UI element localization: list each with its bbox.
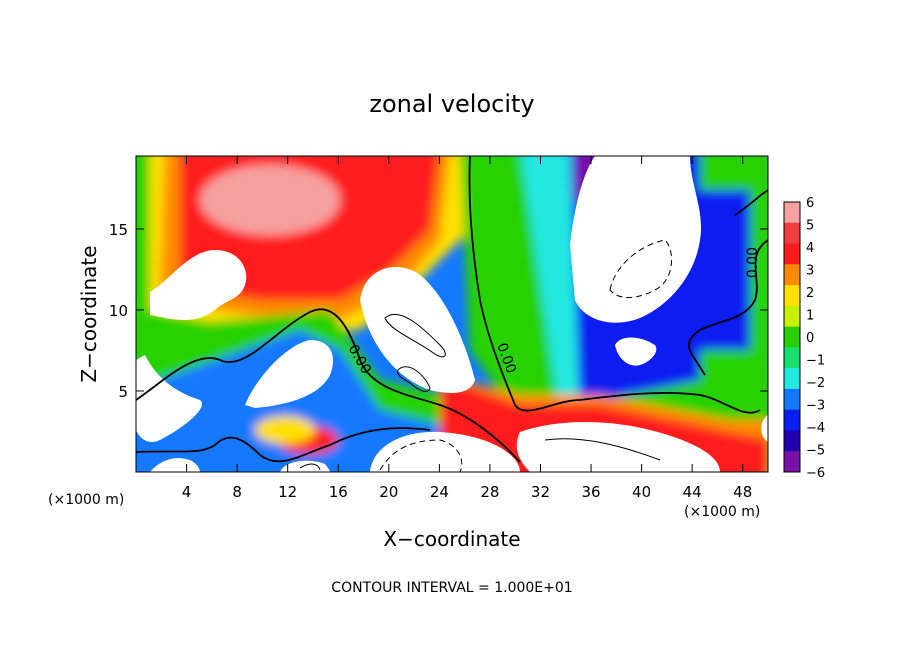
y-tick-label: 5 xyxy=(118,383,128,401)
contour-zero-center xyxy=(468,156,761,414)
colorbar-tick-label: −5 xyxy=(806,444,825,459)
colorbar-tick-label: 6 xyxy=(806,196,814,211)
x-tick-label: 4 xyxy=(182,483,192,501)
contour-positive-center-2 xyxy=(397,366,431,392)
white-regions xyxy=(136,156,768,472)
field-blue-right-edge xyxy=(700,190,750,350)
contour-zero-right xyxy=(688,239,768,376)
colorbar-swatch xyxy=(784,243,800,265)
y-axis-ticks: 5 10 15 xyxy=(109,221,768,401)
colorbar-tick-label: −1 xyxy=(806,354,825,369)
colorbar-swatch xyxy=(784,326,800,348)
x-tick-label: 40 xyxy=(632,483,651,501)
contour-zero-upper-right xyxy=(734,189,768,216)
colorbar-tick-label: −6 xyxy=(806,466,825,481)
x-unit-left: (×1000 m) xyxy=(48,492,124,508)
colorbar-tick-label: 0 xyxy=(806,331,814,346)
y-tick-label: 10 xyxy=(109,302,128,320)
colorbar-tick-label: 1 xyxy=(806,309,814,324)
contour-bottom-small xyxy=(299,463,321,471)
contour-lines xyxy=(136,156,768,472)
colorbar-tick-label: −2 xyxy=(806,376,825,391)
x-tick-label: 16 xyxy=(329,483,348,501)
white-region-left-mid xyxy=(245,340,334,408)
x-axis-ticks: 4 8 12 16 20 24 28 32 36 40 44 48 xyxy=(182,156,752,501)
x-tick-label: 44 xyxy=(683,483,702,501)
contour-label: 0.00 xyxy=(745,247,761,278)
colorbar: 6 5 4 3 2 1 0 −1 −2 −3 −4 −5 −6 xyxy=(783,196,825,481)
plot-area: 0.00 0.00 0.00 xyxy=(136,156,768,472)
colorbar-swatch xyxy=(784,368,800,390)
x-tick-label: 24 xyxy=(430,483,449,501)
x-unit-right: (×1000 m) xyxy=(684,504,760,520)
white-region-left-low xyxy=(136,355,202,442)
white-region-bottom-left xyxy=(150,458,200,472)
contour-interval-note: CONTOUR INTERVAL = 1.000E+01 xyxy=(331,580,572,596)
white-region-bottom-center xyxy=(370,431,520,472)
y-tick-label: 15 xyxy=(109,221,128,239)
colorbar-swatch xyxy=(784,451,800,473)
contour-negative-right xyxy=(609,239,673,298)
chart-title: zonal velocity xyxy=(369,90,534,118)
x-tick-label: 28 xyxy=(480,483,499,501)
field-pink-top xyxy=(200,165,340,235)
y-axis-label: Z−coordinate xyxy=(77,245,101,382)
colorbar-tick-label: 3 xyxy=(806,264,814,279)
field-yellow-small xyxy=(255,416,315,444)
white-region-center xyxy=(360,267,475,393)
colorbar-swatch xyxy=(784,222,800,245)
x-tick-label: 12 xyxy=(278,483,297,501)
white-region-edge-right xyxy=(761,415,768,442)
contour-negative-bottom xyxy=(379,439,463,472)
colorbar-tick-label: 2 xyxy=(806,286,814,301)
colorbar-swatch xyxy=(784,430,800,452)
colorbar-swatch xyxy=(784,388,800,411)
colorbar-swatch xyxy=(784,409,800,431)
contour-positive-bottom-right xyxy=(544,438,661,461)
colorbar-swatch xyxy=(784,202,800,224)
x-tick-label: 36 xyxy=(581,483,600,501)
colorbar-tick-label: −3 xyxy=(806,399,825,414)
white-region-upper-left xyxy=(150,250,247,320)
white-region-bottom-small xyxy=(280,460,330,472)
colorbar-swatch xyxy=(784,285,800,307)
field-orange-lower xyxy=(420,370,768,440)
colorbar-swatch xyxy=(784,347,800,369)
colorbar-frame xyxy=(783,201,801,473)
colorbar-swatch xyxy=(784,264,800,286)
x-tick-label: 20 xyxy=(379,483,398,501)
colorbar-tick-label: 4 xyxy=(806,241,814,256)
plot-frame xyxy=(135,155,769,473)
x-tick-label: 48 xyxy=(733,483,752,501)
contour-zero-left xyxy=(136,308,521,463)
colorbar-swatch xyxy=(784,305,800,328)
contour-zero-lower xyxy=(136,427,431,463)
white-region-right xyxy=(570,156,702,323)
x-tick-label: 8 xyxy=(232,483,242,501)
colorbar-tick-label: 5 xyxy=(806,219,814,234)
x-tick-label: 32 xyxy=(531,483,550,501)
colorbar-tick-label: −4 xyxy=(806,421,825,436)
contour-positive-center xyxy=(384,313,446,358)
x-axis-label: X−coordinate xyxy=(383,527,520,551)
white-region-right-small xyxy=(615,337,657,366)
